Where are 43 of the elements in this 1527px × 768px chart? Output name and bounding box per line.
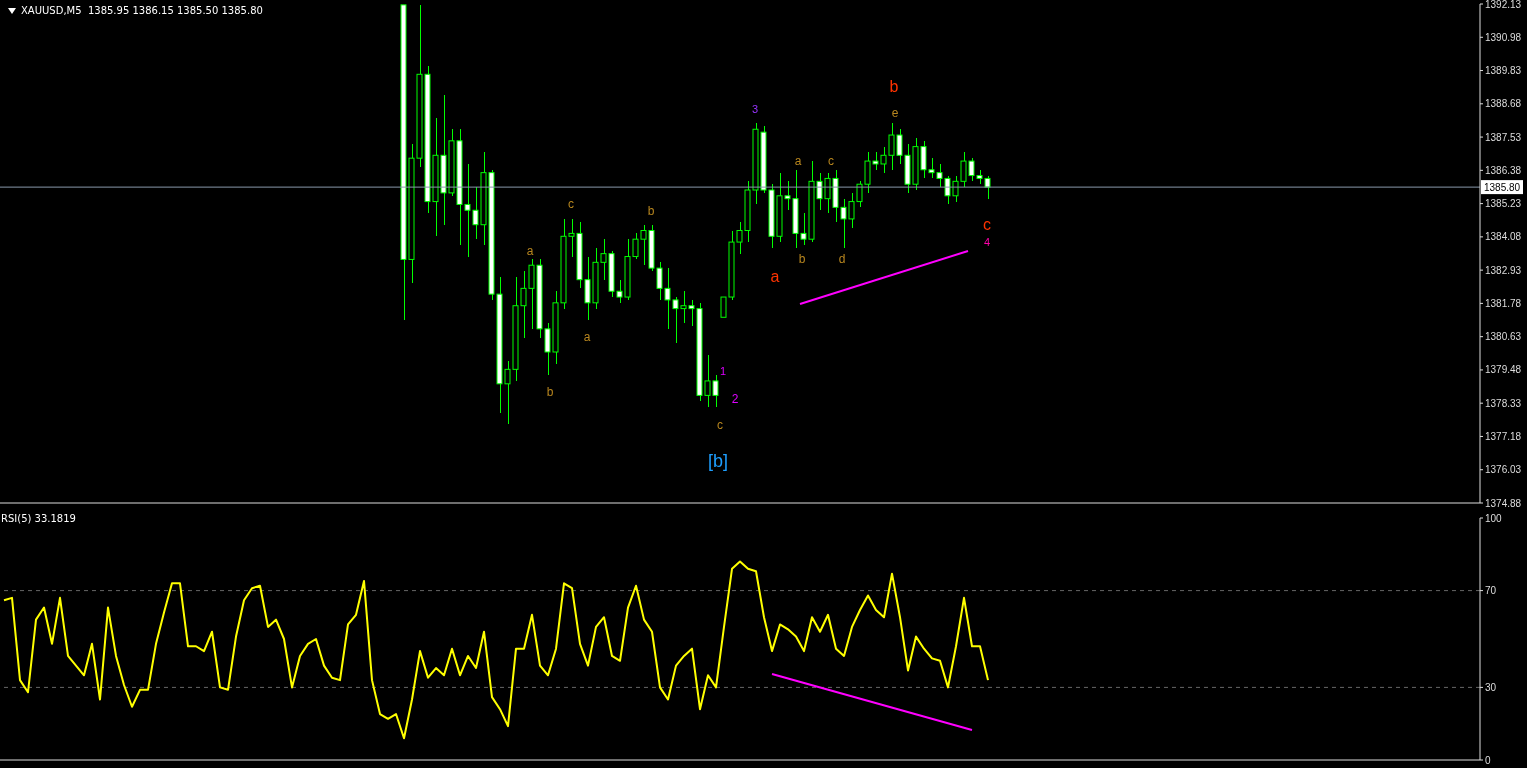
annotation: c bbox=[828, 154, 834, 168]
annotation: c bbox=[568, 197, 574, 211]
chart-title: XAUUSD,M5 1385.95 1386.15 1385.50 1385.80 bbox=[21, 5, 263, 16]
y-tick-label: 1385.23 bbox=[1485, 198, 1522, 210]
chart-title: RSI(5) 33.1819 bbox=[1, 513, 76, 524]
y-tick-label: 1381.78 bbox=[1485, 297, 1522, 309]
annotation: a bbox=[583, 330, 591, 344]
y-tick-label: 1379.48 bbox=[1485, 364, 1522, 376]
y-tick-label: 1386.38 bbox=[1485, 164, 1522, 176]
ref-line-label: 1385.80 bbox=[1484, 182, 1521, 194]
y-tick-label: 1389.83 bbox=[1485, 65, 1522, 77]
y-tick-label: 1377.18 bbox=[1485, 431, 1522, 443]
annotation: 1 bbox=[719, 364, 727, 377]
annotation: e bbox=[891, 106, 899, 120]
y-tick-label: 1388.68 bbox=[1485, 98, 1522, 110]
annotation: b bbox=[798, 252, 806, 266]
y-tick-label: 1390.98 bbox=[1485, 31, 1522, 43]
annotation: a bbox=[770, 268, 780, 285]
y-tick-label: 1384.08 bbox=[1485, 231, 1522, 243]
y-tick-label: 1378.33 bbox=[1485, 397, 1522, 409]
annotation: 3 bbox=[751, 102, 759, 115]
y-tick-label: 1376.03 bbox=[1485, 464, 1522, 476]
y-tick-label: 1387.53 bbox=[1485, 131, 1522, 143]
annotation: 4 bbox=[983, 235, 991, 248]
annotation: d bbox=[838, 252, 846, 266]
annotation: c bbox=[717, 418, 723, 432]
y-tick-label: 1380.63 bbox=[1485, 331, 1522, 343]
annotation: c bbox=[983, 216, 991, 233]
annotation: b bbox=[889, 78, 899, 95]
line-series bbox=[3, 560, 989, 740]
y-tick-label: 100 bbox=[1485, 512, 1503, 524]
y-tick-label: 1382.93 bbox=[1485, 264, 1522, 276]
y-tick-label: 0 bbox=[1485, 754, 1491, 766]
y-tick-label: 1374.88 bbox=[1485, 497, 1522, 509]
annotation: 2 bbox=[731, 392, 739, 406]
annotation: b bbox=[546, 385, 554, 399]
annotation: [b] bbox=[707, 451, 729, 471]
annotation: a bbox=[794, 154, 802, 168]
annotation: a bbox=[526, 244, 534, 258]
y-tick-label: 30 bbox=[1485, 681, 1497, 693]
y-tick-label: 1392.13 bbox=[1485, 0, 1522, 10]
annotation: b bbox=[647, 204, 655, 218]
y-tick-label: 70 bbox=[1485, 585, 1497, 597]
